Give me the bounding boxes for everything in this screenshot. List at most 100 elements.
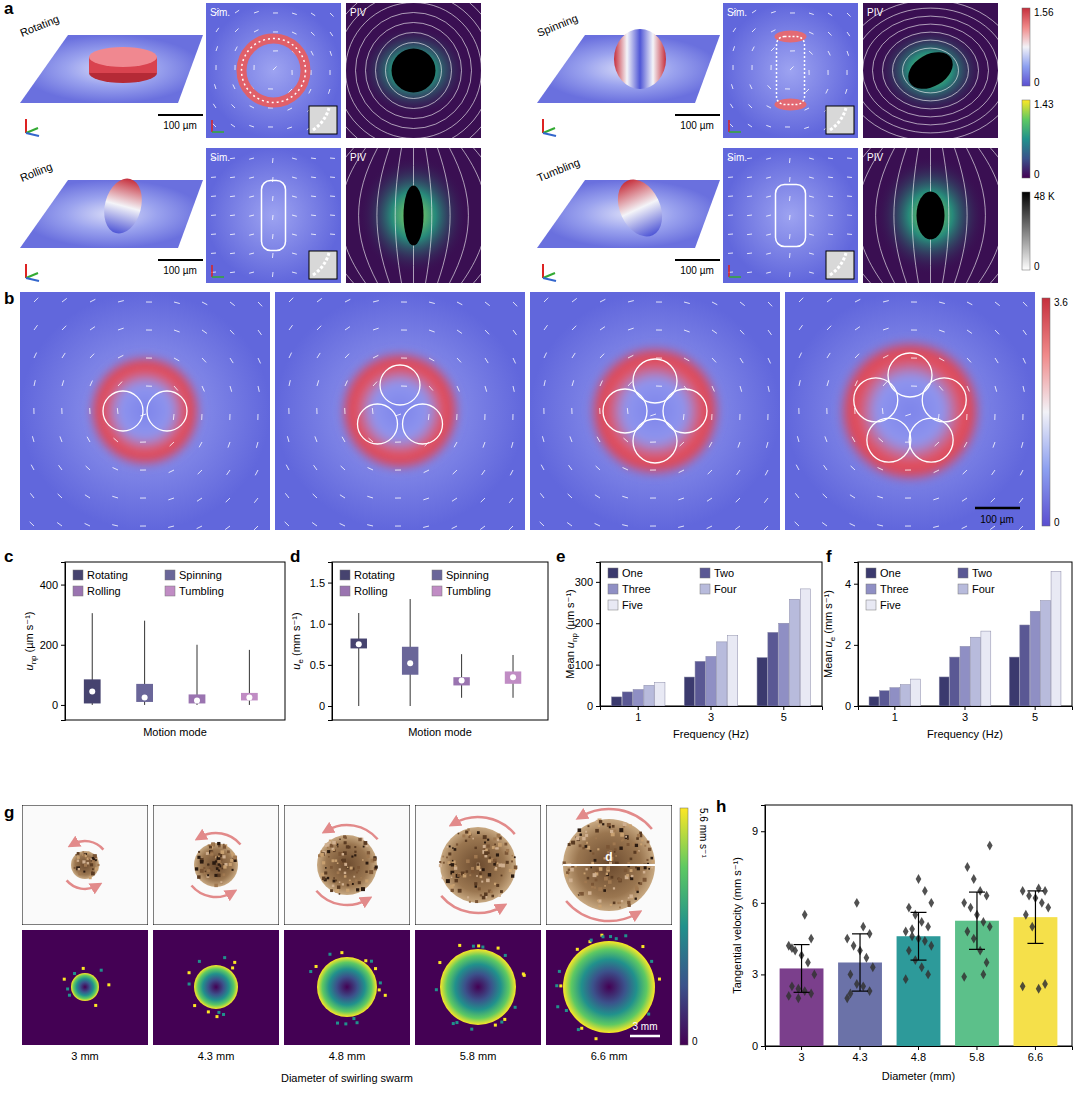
flow-arrow (216, 28, 219, 32)
sim-label: Sim. (210, 7, 230, 18)
flow-arrow (1023, 302, 1027, 306)
particle (475, 885, 477, 887)
particle (623, 822, 627, 826)
particle (641, 839, 643, 841)
stray-particle (452, 1022, 455, 1025)
y-tick: 2 (845, 639, 858, 651)
flow-arrow (628, 355, 633, 358)
flow-arrow (90, 354, 94, 358)
data-point (912, 910, 918, 920)
flow-arrow (809, 51, 813, 54)
particle (613, 902, 616, 905)
flow-arrow (905, 470, 911, 471)
particle (637, 834, 640, 837)
robot-silhouette (902, 45, 960, 97)
data-point (981, 917, 987, 927)
diameter-label: 4.8 mm (329, 1050, 366, 1062)
flow-arrow (684, 386, 688, 391)
panel-letter: h (716, 797, 726, 816)
piv-background (346, 3, 481, 138)
flow-arrow (883, 328, 889, 330)
particle (568, 872, 570, 874)
flow-arrow (118, 328, 124, 330)
data-point (971, 874, 977, 884)
flow-arrow (771, 30, 775, 32)
flow-arrow (847, 32, 850, 36)
legend-swatch (608, 584, 618, 594)
bar (789, 599, 799, 706)
flow-arrow (712, 302, 717, 305)
colorbar-label: 0 (1034, 169, 1040, 180)
axis-icon (729, 131, 741, 133)
error-bar (976, 892, 977, 949)
flow-arrow (255, 470, 258, 475)
particle (495, 861, 497, 863)
particle (327, 877, 330, 880)
particle (206, 852, 209, 855)
flow-arrow (1023, 330, 1026, 335)
particle (352, 883, 354, 885)
sim-image (723, 3, 858, 138)
stray-particle (514, 1006, 517, 1009)
flow-arrow (967, 302, 972, 305)
axis-title-part: (µm s⁻¹) (23, 612, 35, 656)
particle (363, 846, 365, 848)
flow-arrow (174, 302, 180, 304)
flow-arrow (330, 51, 332, 56)
map-background (546, 930, 672, 1045)
x-tick: 5.8 (969, 1046, 984, 1063)
flow-arrow (330, 32, 333, 36)
particle (325, 867, 327, 869)
y-tick-label: 0.5 (310, 659, 325, 671)
rotation-arrow (316, 891, 367, 905)
particle (335, 859, 338, 862)
flow-arrow (752, 47, 754, 51)
streamline (438, 148, 451, 283)
stray-particle (378, 988, 381, 991)
piv-image (346, 148, 481, 283)
flow-arrow (797, 436, 799, 442)
streamline (863, 16, 998, 125)
particle (207, 874, 209, 876)
flow-arrow (809, 272, 814, 273)
particle (484, 851, 488, 855)
colorbar-label: 1.56 (1034, 7, 1054, 18)
particle (477, 863, 480, 866)
y-axis: 0200400 (40, 563, 66, 721)
particle (443, 862, 445, 864)
flow-arrow (809, 177, 814, 178)
flow-arrow (967, 330, 972, 333)
flow-arrow (395, 470, 401, 471)
flow-arrow (882, 408, 884, 414)
flow-arrow (513, 358, 516, 363)
flow-arrow (809, 70, 810, 75)
particle (492, 846, 495, 849)
streamline (893, 40, 969, 101)
y-tick-label: 0 (752, 1040, 758, 1052)
particle (442, 877, 445, 880)
flow-arrow (87, 437, 90, 442)
data-point (965, 927, 971, 937)
stray-particle (522, 972, 525, 975)
robot-outline (867, 418, 911, 462)
flow-arrow (423, 498, 429, 500)
bar (779, 623, 789, 706)
swarm-photo (22, 805, 148, 925)
swarm-photo (546, 805, 672, 925)
flow-arrow (678, 498, 684, 500)
flow-arrow (113, 438, 118, 442)
data-point (906, 946, 912, 956)
particle (512, 859, 514, 861)
particle (446, 879, 450, 883)
flow-arrow (911, 330, 917, 331)
axis-icon (542, 264, 544, 278)
data-point (1029, 922, 1035, 932)
axis-title: Frequency (Hz) (673, 728, 749, 740)
x-tick-label: 5 (781, 711, 787, 723)
flow-arrow (993, 442, 995, 448)
particle (488, 873, 491, 876)
particle (651, 867, 653, 869)
x-tick-mark (1035, 706, 1036, 710)
flow-arrow (311, 70, 312, 75)
x-tick-mark (1035, 1046, 1036, 1050)
